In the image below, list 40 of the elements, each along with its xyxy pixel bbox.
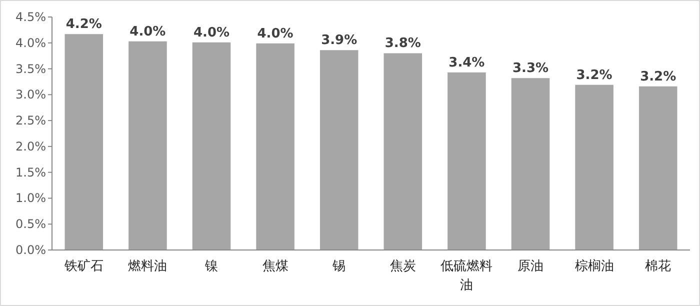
data-label: 4.0% bbox=[257, 26, 294, 42]
data-label: 3.2% bbox=[640, 69, 676, 84]
y-tick-label: 0.5% bbox=[16, 217, 46, 232]
x-tick-label: 焦炭 bbox=[390, 259, 416, 274]
x-tick-label: 棉花 bbox=[645, 259, 672, 274]
data-label: 4.0% bbox=[130, 24, 166, 40]
data-label: 3.9% bbox=[321, 33, 358, 48]
x-tick-label: 低硫燃料油 bbox=[440, 259, 493, 293]
data-label: 4.0% bbox=[193, 25, 230, 40]
bar bbox=[192, 42, 231, 250]
data-label: 3.4% bbox=[448, 55, 485, 70]
y-tick-label: 0.0% bbox=[16, 243, 46, 257]
y-tick-label: 2.5% bbox=[16, 114, 46, 128]
y-tick-label: 4.0% bbox=[16, 36, 46, 50]
x-tick-label: 锡 bbox=[332, 259, 346, 274]
x-tick-label: 燃料油 bbox=[128, 259, 168, 274]
bar bbox=[511, 78, 550, 250]
data-label: 3.3% bbox=[512, 61, 549, 76]
bar bbox=[256, 43, 294, 250]
y-tick-label: 3.0% bbox=[16, 88, 46, 102]
bar bbox=[638, 86, 678, 250]
x-tick-label: 镍 bbox=[204, 259, 218, 274]
bar bbox=[384, 53, 422, 250]
y-tick-label: 3.5% bbox=[16, 62, 46, 76]
bar bbox=[64, 34, 104, 250]
data-label: 4.2% bbox=[66, 17, 102, 32]
x-tick-label: 铁矿石 bbox=[63, 259, 104, 274]
bar bbox=[448, 72, 486, 250]
data-label: 3.8% bbox=[384, 36, 421, 52]
bar bbox=[320, 50, 358, 250]
x-tick-label: 焦煤 bbox=[262, 259, 288, 274]
y-tick-label: 4.5% bbox=[16, 10, 46, 24]
data-label: 3.2% bbox=[576, 68, 612, 83]
bar bbox=[575, 84, 614, 250]
bar bbox=[128, 41, 167, 250]
y-tick-label: 2.0% bbox=[16, 139, 46, 154]
x-tick-label: 原油 bbox=[518, 259, 544, 274]
y-tick-label: 1.0% bbox=[16, 191, 46, 206]
x-tick-label: 棕榈油 bbox=[574, 259, 614, 274]
y-tick-label: 1.5% bbox=[16, 165, 46, 180]
